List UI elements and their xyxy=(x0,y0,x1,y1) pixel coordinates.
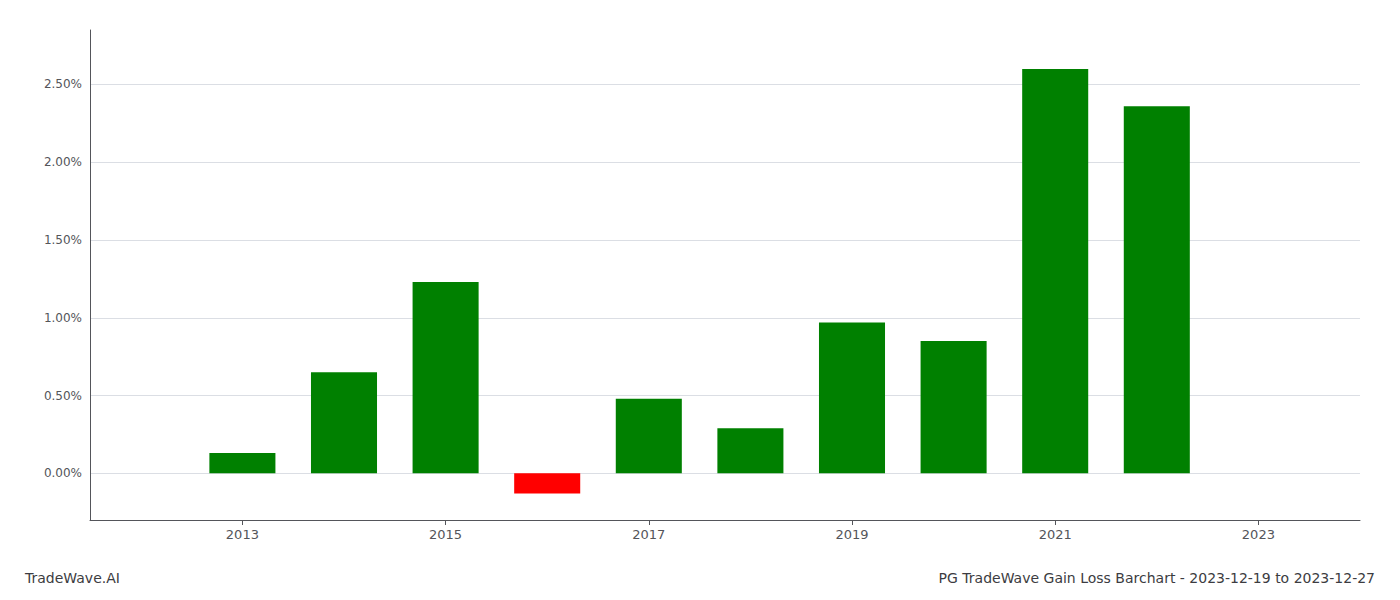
svg-text:2021: 2021 xyxy=(1039,527,1072,542)
svg-text:0.50%: 0.50% xyxy=(44,389,82,403)
svg-text:0.00%: 0.00% xyxy=(44,466,82,480)
svg-text:1.50%: 1.50% xyxy=(44,233,82,247)
svg-text:2.00%: 2.00% xyxy=(44,155,82,169)
svg-text:PG TradeWave Gain Loss Barchar: PG TradeWave Gain Loss Barchart - 2023-1… xyxy=(939,570,1375,586)
svg-text:2013: 2013 xyxy=(226,527,259,542)
svg-text:TradeWave.AI: TradeWave.AI xyxy=(24,570,120,586)
svg-text:2.50%: 2.50% xyxy=(44,77,82,91)
svg-text:2023: 2023 xyxy=(1242,527,1275,542)
svg-text:2015: 2015 xyxy=(429,527,462,542)
svg-text:1.00%: 1.00% xyxy=(44,311,82,325)
svg-text:2017: 2017 xyxy=(632,527,665,542)
svg-text:2019: 2019 xyxy=(835,527,868,542)
